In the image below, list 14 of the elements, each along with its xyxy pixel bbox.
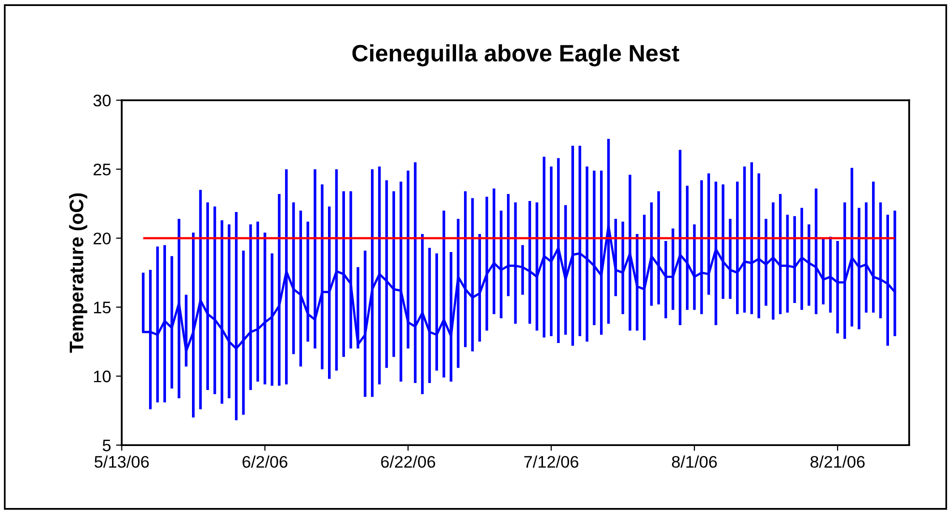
x-tick-label: 7/12/06 [524,456,578,468]
chart-title: Cieneguilla above Eagle Nest [352,44,680,66]
y-tick-label: 5 [102,440,111,452]
x-tick-label: 6/22/06 [381,456,436,468]
y-tick-label: 15 [94,302,111,314]
y-tick-label: 10 [94,370,111,382]
y-tick-label: 30 [93,94,111,106]
y-axis-title: Temperature (oC) [69,193,88,353]
y-tick-label: 20 [94,232,111,244]
x-tick-label: 5/13/06 [94,456,149,468]
x-tick-label: 6/2/06 [242,456,288,468]
x-tick-label: 8/1/06 [672,456,717,468]
y-tick-label: 25 [94,164,111,176]
x-tick-label: 8/21/06 [810,456,865,468]
